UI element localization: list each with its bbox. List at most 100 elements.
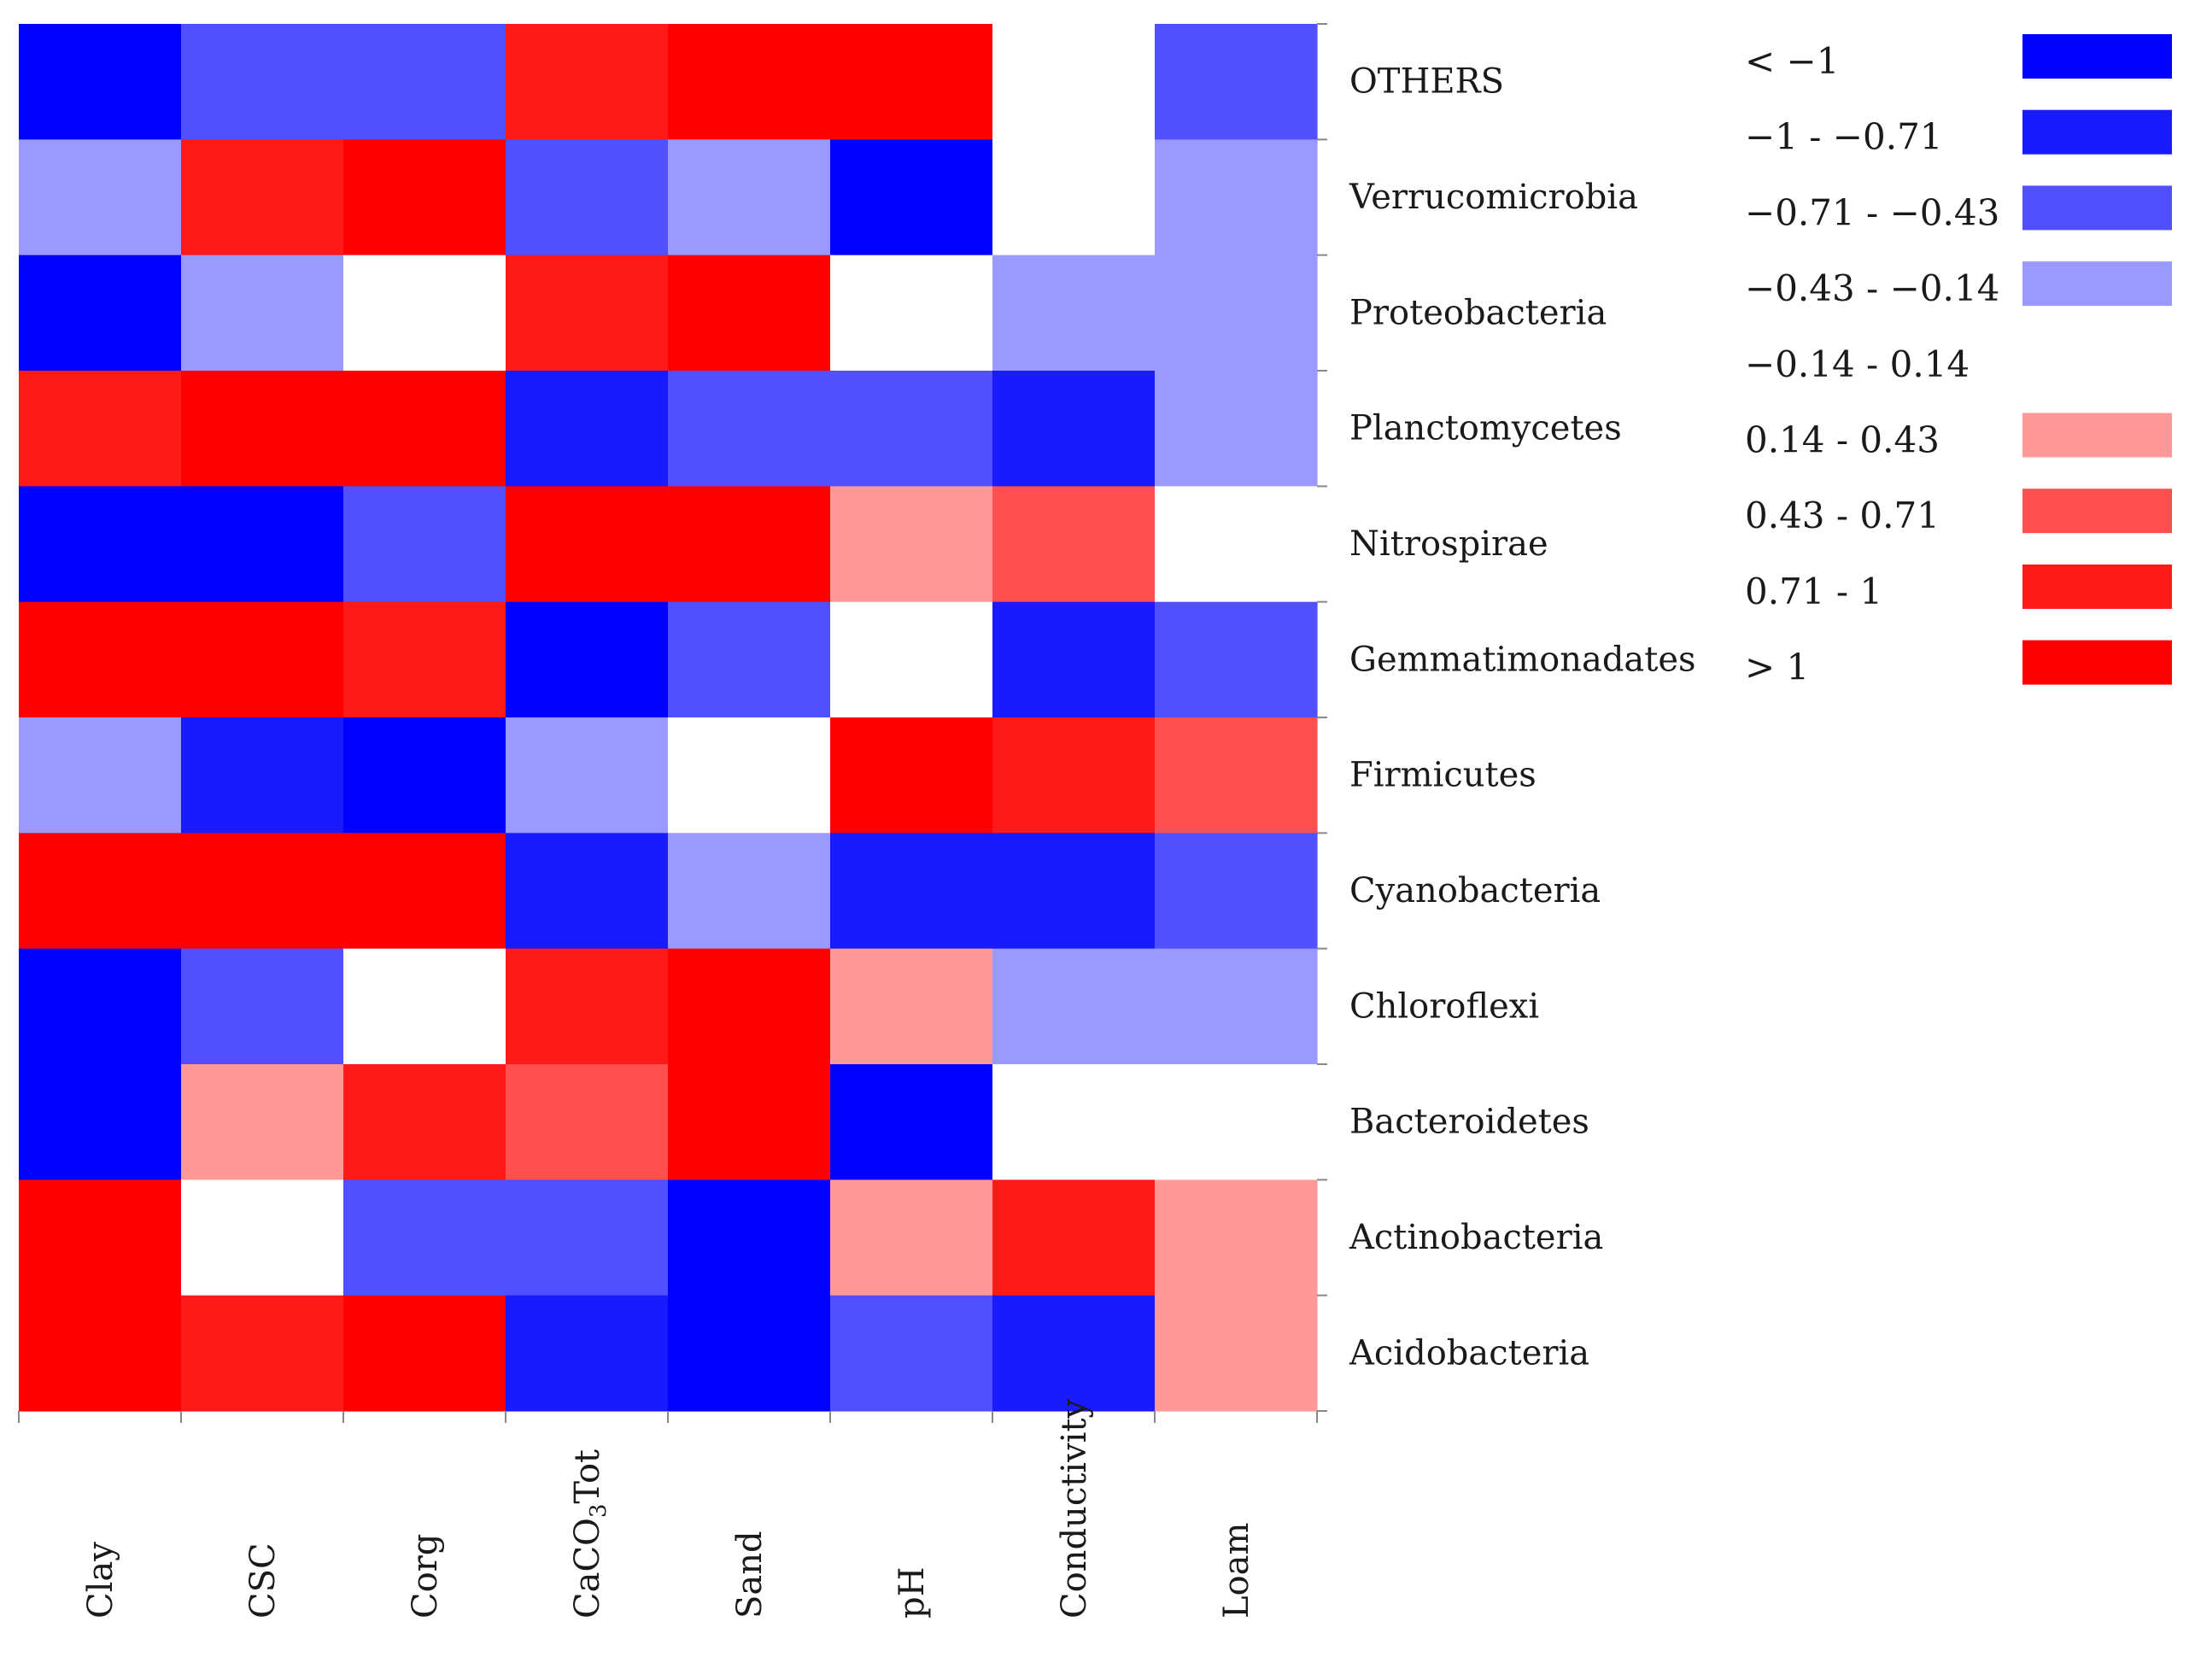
heatmap-cell xyxy=(181,1295,344,1412)
heatmap-cell xyxy=(506,1295,669,1412)
heatmap-cell xyxy=(830,948,993,1065)
heatmap-cell xyxy=(181,948,344,1065)
row-label: Bacteroidetes xyxy=(1349,1103,1589,1142)
heatmap-cell xyxy=(830,1064,993,1180)
row-label: Planctomycetes xyxy=(1349,409,1622,448)
heatmap-cell xyxy=(992,1180,1156,1297)
heatmap-cell xyxy=(181,1180,344,1297)
heatmap-cell xyxy=(668,255,831,372)
heatmap-cell xyxy=(506,717,669,834)
heatmap-cell xyxy=(668,717,831,834)
heatmap-cell xyxy=(506,486,669,603)
heatmap-cell xyxy=(992,255,1156,372)
heatmap-cell xyxy=(668,601,831,718)
row-label: Gemmatimonadates xyxy=(1349,640,1696,679)
heatmap-cell xyxy=(1155,717,1318,834)
heatmap-cell xyxy=(830,601,993,718)
legend-label: −0.71 - −0.43 xyxy=(1745,191,1999,233)
heatmap-cell xyxy=(1155,255,1318,372)
heatmap-cell xyxy=(19,1064,182,1180)
heatmap-cell xyxy=(992,1295,1156,1412)
heatmap-cell xyxy=(19,948,182,1065)
heatmap-cell xyxy=(343,1064,506,1180)
heatmap-cell xyxy=(181,833,344,950)
heatmap-cell xyxy=(1155,601,1318,718)
column-label: pH xyxy=(893,1567,932,1619)
heatmap-cell xyxy=(19,486,182,603)
heatmap-cell xyxy=(181,717,344,834)
heatmap-cell xyxy=(830,371,993,487)
legend-swatch xyxy=(2022,640,2172,685)
legend-swatch xyxy=(2022,413,2172,458)
heatmap-cell xyxy=(19,139,182,256)
heatmap-cell xyxy=(181,24,344,140)
heatmap-cell xyxy=(992,833,1156,950)
legend-label: −0.14 - 0.14 xyxy=(1745,343,1970,385)
heatmap-cell xyxy=(992,717,1156,834)
heatmap-cell xyxy=(343,255,506,372)
heatmap-cell xyxy=(19,371,182,487)
heatmap-cell xyxy=(992,486,1156,603)
axis-ticks xyxy=(18,23,1327,1423)
heatmap-cell xyxy=(343,486,506,603)
heatmap-cell xyxy=(668,948,831,1065)
heatmap-cell xyxy=(1155,24,1318,140)
heatmap-cell xyxy=(343,948,506,1065)
heatmap-cell xyxy=(668,1180,831,1297)
heatmap-cell xyxy=(343,601,506,718)
heatmap-cell xyxy=(181,1064,344,1180)
heatmap-cell xyxy=(506,1180,669,1297)
heatmap-cell xyxy=(830,486,993,603)
column-label: CSC xyxy=(243,1542,283,1619)
column-label: Loam xyxy=(1217,1523,1256,1619)
heatmap-cell xyxy=(19,717,182,834)
heatmap-cell xyxy=(1155,1180,1318,1297)
heatmap-cell xyxy=(668,24,831,140)
heatmap-cell xyxy=(181,486,344,603)
heatmap-cell xyxy=(19,1295,182,1412)
column-label: Clay xyxy=(81,1542,120,1619)
legend-swatch xyxy=(2022,34,2172,79)
heatmap-cell xyxy=(830,139,993,256)
legend-swatch xyxy=(2022,185,2172,231)
heatmap-cell xyxy=(181,139,344,256)
heatmap-cell xyxy=(1155,948,1318,1065)
heatmap-cell xyxy=(506,833,669,950)
heatmap-cell xyxy=(19,1180,182,1297)
heatmap-cell xyxy=(992,601,1156,718)
heatmap-cell xyxy=(830,1295,993,1412)
heatmap-cell xyxy=(1155,371,1318,487)
heatmap-cells xyxy=(19,24,1318,1412)
column-labels: Clay CSC Corg CaCO3Tot Sand pH Conductivity Loa… xyxy=(81,1398,1256,1619)
row-label: Nitrospirae xyxy=(1349,524,1548,564)
heatmap-cell xyxy=(19,601,182,718)
heatmap-cell xyxy=(668,371,831,487)
heatmap-cell xyxy=(830,833,993,950)
heatmap-cell xyxy=(668,1295,831,1412)
legend-swatch xyxy=(2022,489,2172,534)
legend-label: −1 - −0.71 xyxy=(1745,116,1943,158)
heatmap-cell xyxy=(668,139,831,256)
row-label: Cyanobacteria xyxy=(1349,871,1601,910)
heatmap-cell xyxy=(830,24,993,140)
heatmap-cell xyxy=(830,1180,993,1297)
heatmap-cell xyxy=(992,371,1156,487)
row-label: Actinobacteria xyxy=(1349,1218,1603,1257)
heatmap-cell xyxy=(343,24,506,140)
column-label: Corg xyxy=(406,1534,445,1619)
legend-swatch xyxy=(2022,564,2172,609)
heatmap-cell xyxy=(343,371,506,487)
heatmap-cell xyxy=(506,371,669,487)
heatmap-cell xyxy=(1155,833,1318,950)
heatmap-cell xyxy=(992,24,1156,140)
heatmap-cell xyxy=(830,255,993,372)
legend-label: < −1 xyxy=(1745,40,1839,82)
legend-label: 0.14 - 0.43 xyxy=(1745,419,1940,461)
heatmap-cell xyxy=(19,255,182,372)
heatmap-cell xyxy=(830,717,993,834)
row-label: Verrucomicrobia xyxy=(1349,178,1638,217)
heatmap-cell xyxy=(343,833,506,950)
heatmap-cell xyxy=(668,833,831,950)
row-label: Firmicutes xyxy=(1349,756,1536,795)
